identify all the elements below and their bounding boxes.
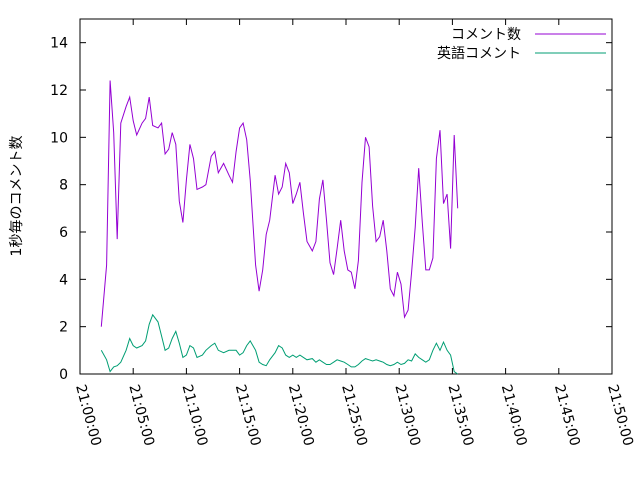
y-tick-label: 6 (59, 225, 68, 241)
x-tick-label: 21:20:00 (285, 383, 317, 448)
y-axis-label: 1秒毎のコメント数 (9, 136, 25, 257)
y-tick-label: 12 (50, 83, 68, 99)
series-line-0 (100, 80, 459, 327)
x-axis-ticks: 21:00:00 21:05:00 21:10:00 21:15:00 21:20:00… (72, 19, 636, 448)
y-tick-label: 2 (59, 320, 68, 336)
x-tick-label: 21:50:00 (604, 383, 636, 448)
y-tick-label: 8 (59, 178, 68, 194)
x-tick-label: 21:15:00 (232, 383, 264, 448)
series-lines (100, 80, 459, 375)
legend-label: コメント数 (451, 27, 521, 43)
x-tick-label: 21:30:00 (391, 383, 423, 448)
series-line-1 (100, 313, 458, 375)
y-tick-label: 14 (50, 36, 68, 52)
x-tick-label: 21:05:00 (125, 383, 157, 448)
y-tick-label: 10 (50, 130, 68, 146)
y-axis-ticks: 0 2 4 6 8 10 12 14 (50, 36, 612, 383)
y-tick-label: 0 (59, 367, 68, 383)
x-tick-label: 21:25:00 (338, 383, 370, 448)
x-tick-label: 21:45:00 (551, 383, 583, 448)
y-tick-label: 4 (59, 272, 68, 288)
x-tick-label: 21:10:00 (179, 383, 211, 448)
x-tick-label: 21:40:00 (498, 383, 530, 448)
x-tick-label: 21:00:00 (72, 383, 104, 448)
x-tick-label: 21:35:00 (445, 383, 477, 448)
legend-label: 英語コメント (437, 45, 521, 62)
plot-border (79, 18, 613, 375)
